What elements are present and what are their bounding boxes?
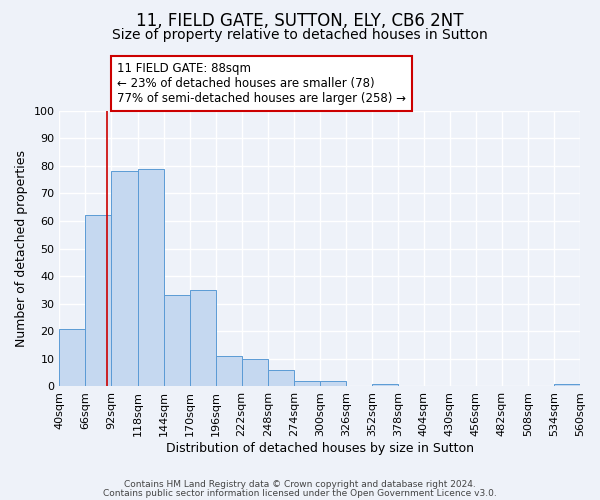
Bar xyxy=(190,290,215,386)
Bar xyxy=(372,384,398,386)
Bar xyxy=(215,356,242,386)
Text: Size of property relative to detached houses in Sutton: Size of property relative to detached ho… xyxy=(112,28,488,42)
Text: 11 FIELD GATE: 88sqm
← 23% of detached houses are smaller (78)
77% of semi-detac: 11 FIELD GATE: 88sqm ← 23% of detached h… xyxy=(116,62,406,105)
Bar xyxy=(268,370,293,386)
Bar xyxy=(554,384,580,386)
Text: 11, FIELD GATE, SUTTON, ELY, CB6 2NT: 11, FIELD GATE, SUTTON, ELY, CB6 2NT xyxy=(136,12,464,30)
Bar xyxy=(137,168,164,386)
Bar xyxy=(320,381,346,386)
Y-axis label: Number of detached properties: Number of detached properties xyxy=(15,150,28,347)
Text: Contains HM Land Registry data © Crown copyright and database right 2024.: Contains HM Land Registry data © Crown c… xyxy=(124,480,476,489)
Bar xyxy=(112,172,137,386)
X-axis label: Distribution of detached houses by size in Sutton: Distribution of detached houses by size … xyxy=(166,442,474,455)
Text: Contains public sector information licensed under the Open Government Licence v3: Contains public sector information licen… xyxy=(103,488,497,498)
Bar xyxy=(59,328,85,386)
Bar xyxy=(242,359,268,386)
Bar xyxy=(164,296,190,386)
Bar xyxy=(85,216,112,386)
Bar xyxy=(293,381,320,386)
